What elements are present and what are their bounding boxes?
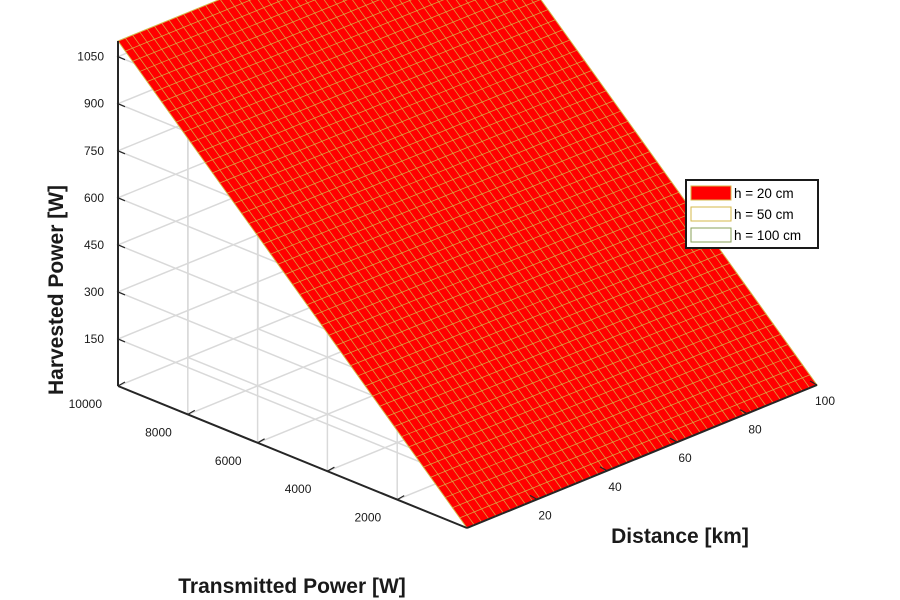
- mesh-line-y-30: [248, 80, 600, 224]
- mesh-line-y-47: [125, 0, 252, 52]
- z-tick-label-1: 300: [84, 285, 104, 299]
- y-tick-4: [117, 381, 126, 387]
- mesh-line-y-14: [365, 242, 716, 387]
- z-tick-2: [117, 244, 126, 249]
- z-tick-5: [117, 103, 126, 108]
- z-tick-4: [117, 150, 126, 155]
- z-tick-label-3: 600: [84, 191, 104, 205]
- z-tick-label-0: 150: [84, 332, 104, 346]
- mesh-line-y-21: [314, 171, 665, 316]
- z-tick-6: [117, 56, 126, 61]
- mesh-line-y-34: [219, 39, 570, 184]
- z-tick-label-6: 1050: [77, 50, 104, 64]
- x-tick-label-0: 20: [538, 508, 552, 522]
- mesh-line-y-22: [306, 161, 658, 306]
- legend-label-1: h = 50 cm: [734, 207, 794, 222]
- mesh-line-y-8: [408, 303, 759, 448]
- mesh-line-y-1: [459, 374, 810, 519]
- mesh-line-y-24: [292, 141, 643, 285]
- z-tick-0: [117, 338, 126, 343]
- mesh-line-y-46: [132, 0, 284, 62]
- x-tick-1: [599, 466, 608, 472]
- mesh-line-y-11: [386, 273, 738, 417]
- legend: h = 20 cm h = 50 cm h = 100 cm: [685, 179, 819, 249]
- mesh-line-y-13: [372, 252, 723, 397]
- mesh-line-y-26: [277, 120, 629, 265]
- mesh-line-y-35: [212, 29, 563, 174]
- mesh-line-y-42: [161, 0, 413, 103]
- mesh-line-y-12: [379, 262, 730, 407]
- mesh-line-y-17: [343, 212, 694, 356]
- mesh-line-y-37: [197, 9, 549, 153]
- mesh-line-y-19: [328, 191, 680, 336]
- x-tick-label-3: 80: [748, 423, 762, 437]
- mesh-line-y-28: [263, 100, 614, 245]
- x-tick-2: [669, 437, 678, 443]
- x-tick-label-2: 60: [678, 451, 692, 465]
- mesh-line-y-29: [255, 90, 607, 235]
- y-tick-2: [257, 438, 265, 444]
- x-tick-0: [529, 494, 538, 500]
- y-tick-label-3: 8000: [145, 425, 172, 439]
- z-tick-1: [117, 291, 126, 296]
- mesh-line-y-15: [357, 232, 709, 377]
- x-axis-label: Distance [km]: [611, 525, 749, 548]
- y-tick-3: [187, 409, 196, 415]
- z-tick-label-5: 900: [84, 97, 104, 111]
- legend-label-0: h = 20 cm: [734, 186, 794, 201]
- legend-swatch-2: [690, 227, 732, 243]
- x-tick-4: [809, 380, 818, 386]
- mesh-line-y-38: [190, 0, 541, 143]
- y-tick-0: [396, 495, 405, 501]
- legend-swatch-0: [690, 185, 732, 201]
- mesh-line-y-5: [430, 333, 781, 478]
- mesh-line-y-41: [168, 0, 445, 113]
- tick-labels: 20 40 60 80 100 2000 4000 6000 8000 10000 150 300 45…: [69, 50, 836, 525]
- y-tick-label-0: 2000: [354, 511, 381, 525]
- surface-mesh: [117, 0, 818, 529]
- y-axis-line: [117, 385, 468, 529]
- mesh-line-y-6: [423, 323, 774, 468]
- mesh-line-y-16: [350, 222, 701, 367]
- y-tick-label-1: 4000: [285, 482, 312, 496]
- mesh-line-y-2: [452, 364, 803, 509]
- x-tick-3: [739, 409, 748, 415]
- x-tick-label-4: 100: [815, 394, 835, 408]
- z-tick-label-2: 450: [84, 238, 104, 252]
- mesh-line-y-23: [299, 151, 650, 296]
- legend-label-2: h = 100 cm: [734, 228, 801, 243]
- z-tick-label-4: 750: [84, 144, 104, 158]
- mesh-line-y-44: [146, 0, 348, 82]
- x-tick-label-1: 40: [608, 480, 622, 494]
- mesh-line-y-32: [234, 59, 585, 204]
- y-axis-label: Transmitted Power [W]: [178, 575, 406, 598]
- mesh-line-y-3: [445, 354, 796, 498]
- mesh-line-y-7: [415, 313, 767, 458]
- mesh-line-y-31: [241, 70, 592, 214]
- mesh-line-y-25: [285, 130, 636, 275]
- mesh-line-y-27: [270, 110, 621, 255]
- mesh-line-y-20: [321, 181, 672, 326]
- x-axis-line: [466, 384, 818, 529]
- mesh-line-y-36: [205, 19, 556, 164]
- z-tick-3: [117, 197, 126, 202]
- axes: [117, 41, 818, 529]
- mesh-line-y-9: [401, 293, 752, 438]
- mesh-line-y-33: [226, 49, 578, 194]
- y-tick-label-2: 6000: [215, 454, 242, 468]
- mesh-line-y-10: [394, 283, 745, 427]
- z-axis-label: Harvested Power [W]: [45, 185, 68, 395]
- y-tick-label-4: 10000: [69, 397, 103, 411]
- mesh-line-y-40: [176, 0, 477, 123]
- mesh-line-y-45: [139, 0, 316, 72]
- mesh-line-y-39: [183, 0, 509, 133]
- mesh-line-y-43: [154, 0, 380, 93]
- legend-swatch-1: [690, 206, 732, 222]
- y-tick-1: [327, 466, 335, 472]
- mesh-line-y-18: [335, 202, 687, 346]
- mesh-line-y-4: [437, 344, 789, 488]
